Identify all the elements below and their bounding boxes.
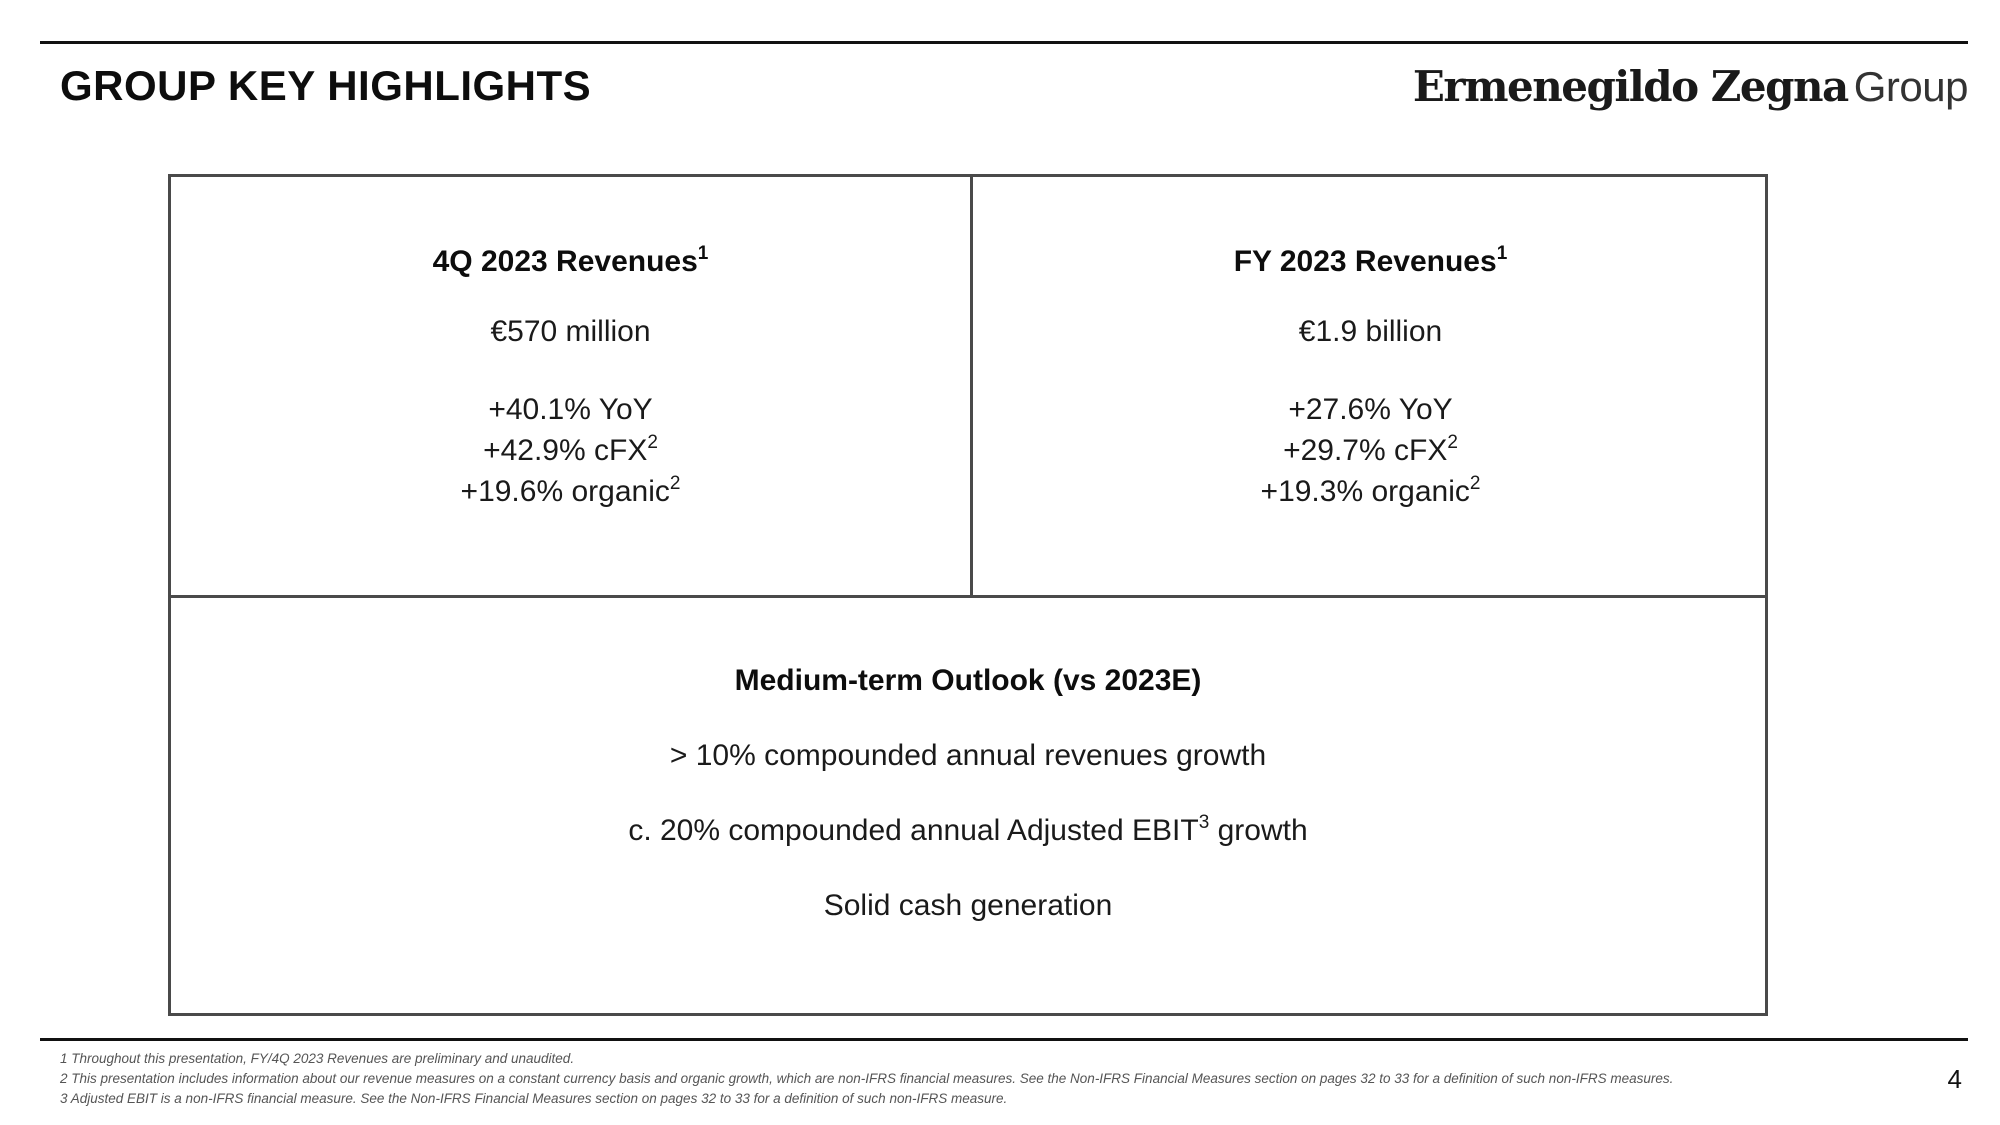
- horizontal-divider: [171, 595, 1765, 598]
- logo-brand-text: Ermenegildo Zegna: [1412, 62, 1849, 111]
- vertical-divider: [970, 177, 973, 595]
- q4-growth-metrics: +40.1% YoY +42.9% cFX2 +19.6% organic2: [171, 389, 970, 512]
- outlook-revenue-growth: > 10% compounded annual revenues growth: [669, 739, 1267, 772]
- bottom-rule: [40, 1038, 1968, 1041]
- fy-yoy-growth: +27.6% YoY: [1288, 393, 1453, 426]
- footnote-ref: 2: [669, 473, 681, 494]
- fy-cfx-growth: +29.7% cFX2: [1283, 432, 1458, 467]
- q4-yoy-growth: +40.1% YoY: [488, 393, 653, 426]
- q4-panel-title: 4Q 2023 Revenues1: [432, 243, 709, 278]
- outlook-ebit-growth: c. 20% compounded annual Adjusted EBIT3 …: [628, 812, 1308, 847]
- footnote-ref: 1: [1496, 243, 1508, 264]
- page-number: 4: [1947, 1064, 1962, 1094]
- fy-organic-growth: +19.3% organic2: [1260, 473, 1481, 508]
- q4-cfx-growth: +42.9% cFX2: [483, 432, 658, 467]
- fy-growth-metrics: +27.6% YoY +29.7% cFX2 +19.3% organic2: [973, 389, 1768, 512]
- q4-revenue-amount: €570 million: [490, 315, 651, 348]
- logo-group-text: Group: [1853, 63, 1969, 110]
- footnote-ref: 2: [1447, 432, 1458, 453]
- footnote-2: 2 This presentation includes information…: [60, 1071, 1674, 1086]
- footnotes: 1 Throughout this presentation, FY/4Q 20…: [60, 1049, 1880, 1109]
- footnote-ref: 1: [697, 243, 709, 264]
- q4-revenues-panel: 4Q 2023 Revenues1 €570 million +40.1% Yo…: [171, 177, 970, 595]
- footnote-1: 1 Throughout this presentation, FY/4Q 20…: [60, 1051, 575, 1066]
- q4-organic-growth: +19.6% organic2: [460, 473, 681, 508]
- footnote-ref: 3: [1198, 812, 1210, 833]
- fy-panel-title: FY 2023 Revenues1: [1233, 243, 1508, 278]
- footnote-3: 3 Adjusted EBIT is a non-IFRS financial …: [60, 1091, 1008, 1106]
- footnote-ref: 2: [647, 432, 658, 453]
- highlights-grid: 4Q 2023 Revenues1 €570 million +40.1% Yo…: [168, 174, 1768, 1016]
- outlook-title: Medium-term Outlook (vs 2023E): [734, 664, 1202, 697]
- top-rule: [40, 41, 1968, 44]
- outlook-cash-generation: Solid cash generation: [823, 889, 1113, 922]
- company-logo: Ermenegildo Zegna Group: [1412, 62, 1969, 111]
- fy-revenues-panel: FY 2023 Revenues1 €1.9 billion +27.6% Yo…: [973, 177, 1768, 595]
- footnote-ref: 2: [1469, 473, 1481, 494]
- fy-revenue-amount: €1.9 billion: [1298, 315, 1443, 348]
- page-title: GROUP KEY HIGHLIGHTS: [60, 62, 592, 109]
- outlook-panel: Medium-term Outlook (vs 2023E) > 10% com…: [171, 598, 1765, 1016]
